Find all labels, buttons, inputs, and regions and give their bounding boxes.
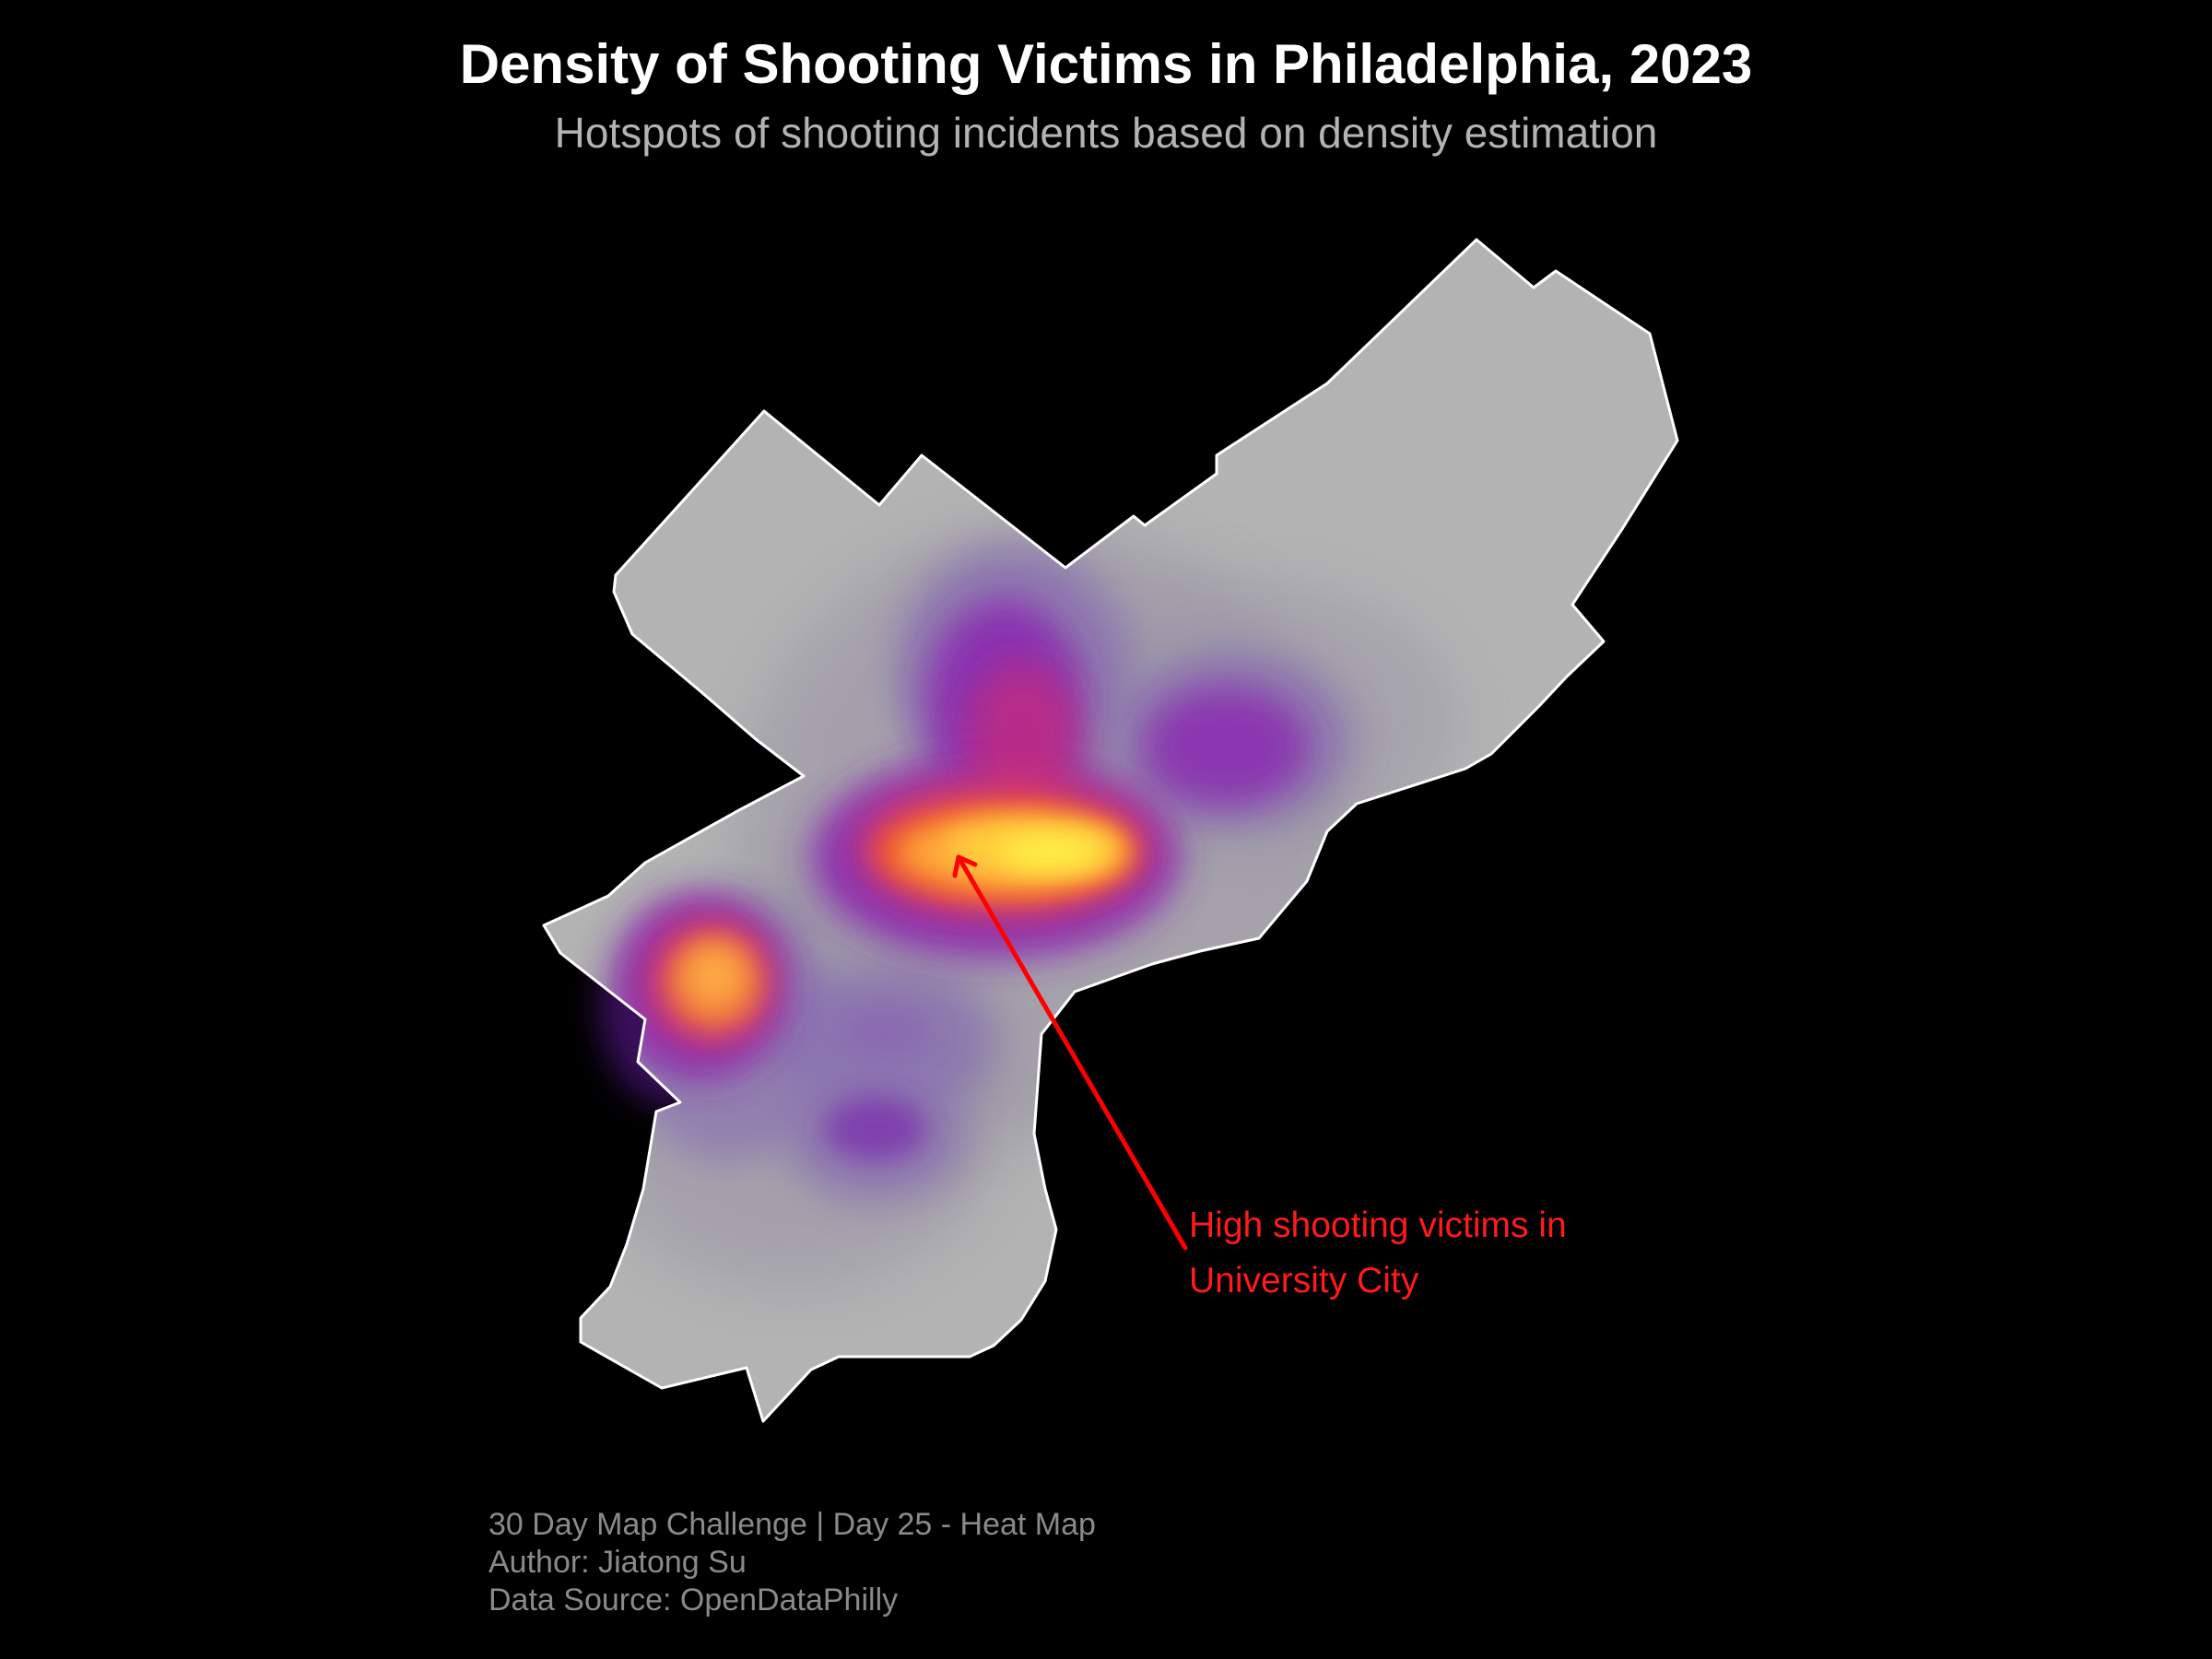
caption: 30 Day Map Challenge | Day 25 - Heat Map… [488, 1506, 1096, 1619]
annotation-line-2: University City [1189, 1261, 1419, 1300]
hotspot-annotation: High shooting victims in University City [1189, 1198, 1567, 1309]
annotation-arrow [952, 854, 1188, 1251]
map-subtitle: Hotspots of shooting incidents based on … [554, 109, 1658, 157]
city-boundary [542, 238, 1679, 1423]
annotation-line-1: High shooting victims in [1189, 1206, 1567, 1245]
caption-author: Author: Jiatong Su [488, 1545, 747, 1580]
caption-challenge: 30 Day Map Challenge | Day 25 - Heat Map [488, 1507, 1096, 1542]
caption-source: Data Source: OpenDataPhilly [488, 1583, 899, 1618]
map-title: Density of Shooting Victims in Philadelp… [459, 33, 1753, 95]
